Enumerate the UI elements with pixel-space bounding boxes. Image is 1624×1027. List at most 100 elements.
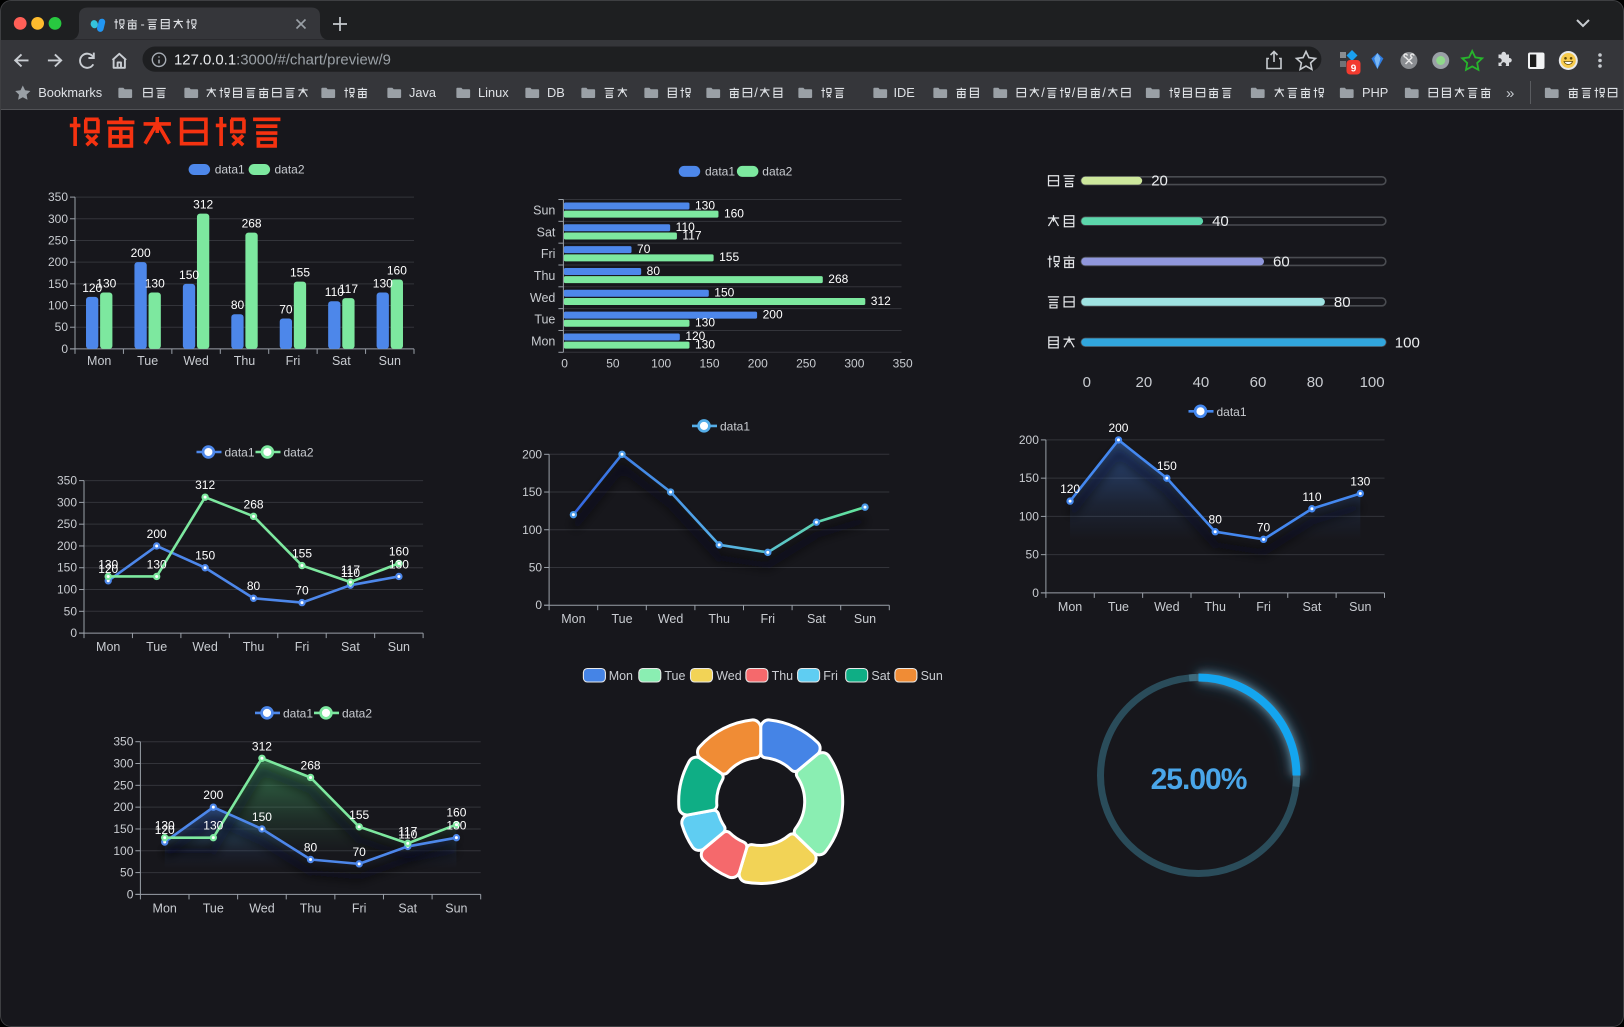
svg-text:Fri: Fri <box>823 669 838 683</box>
svg-text:Linux: Linux <box>478 85 509 100</box>
svg-text:Sat: Sat <box>537 225 556 239</box>
svg-text:/: / <box>754 85 758 100</box>
svg-text:Fri: Fri <box>541 247 556 261</box>
svg-text:/: / <box>1072 85 1076 100</box>
svg-text:Tue: Tue <box>1108 600 1129 614</box>
svg-text:0: 0 <box>1083 374 1091 391</box>
svg-text:Sat: Sat <box>807 612 826 626</box>
svg-text:70: 70 <box>279 303 293 317</box>
svg-text:IDE: IDE <box>894 85 915 100</box>
svg-text:130: 130 <box>695 198 715 212</box>
svg-text:120: 120 <box>98 562 118 576</box>
svg-text:Thu: Thu <box>708 612 730 626</box>
svg-text:data1: data1 <box>1217 405 1247 419</box>
svg-text:130: 130 <box>155 819 175 833</box>
svg-text:130: 130 <box>98 557 118 571</box>
svg-text:0: 0 <box>61 342 68 356</box>
svg-text:Thu: Thu <box>243 640 265 654</box>
svg-text:40: 40 <box>1193 374 1210 391</box>
svg-text:50: 50 <box>606 357 620 371</box>
svg-text:150: 150 <box>252 810 272 824</box>
svg-text:Tue: Tue <box>146 640 167 654</box>
svg-text:Thu: Thu <box>234 354 256 368</box>
svg-text:Mon: Mon <box>153 902 177 916</box>
svg-text:100: 100 <box>1019 509 1039 523</box>
svg-text:300: 300 <box>57 495 77 509</box>
svg-text:117: 117 <box>682 228 701 242</box>
svg-text:Wed: Wed <box>1154 600 1180 614</box>
svg-text:150: 150 <box>113 822 133 836</box>
svg-text:70: 70 <box>1257 520 1271 534</box>
svg-text:Mon: Mon <box>1058 600 1082 614</box>
svg-text:150: 150 <box>699 357 719 371</box>
svg-text:Mon: Mon <box>87 354 111 368</box>
svg-text:Tue: Tue <box>137 354 158 368</box>
svg-text:120: 120 <box>82 281 102 295</box>
svg-text:350: 350 <box>57 474 77 488</box>
svg-text:60: 60 <box>1273 254 1290 271</box>
svg-text:250: 250 <box>113 778 133 792</box>
svg-text:110: 110 <box>398 827 417 841</box>
svg-text:110: 110 <box>325 285 344 299</box>
svg-text:200: 200 <box>748 357 768 371</box>
svg-text:150: 150 <box>179 268 199 282</box>
svg-text:Wed: Wed <box>192 640 218 654</box>
svg-text:80: 80 <box>1209 513 1223 527</box>
svg-text:50: 50 <box>64 604 78 618</box>
svg-text:Tue: Tue <box>611 612 632 626</box>
svg-text:250: 250 <box>48 233 68 247</box>
svg-text:130: 130 <box>1350 474 1370 488</box>
svg-text:data2: data2 <box>762 164 792 178</box>
svg-text:120: 120 <box>1060 482 1080 496</box>
svg-text:50: 50 <box>1026 548 1040 562</box>
svg-text:200: 200 <box>131 246 151 260</box>
svg-text:Sun: Sun <box>533 204 555 218</box>
svg-text:Sun: Sun <box>1349 600 1371 614</box>
svg-text:Mon: Mon <box>561 612 585 626</box>
svg-text:350: 350 <box>48 190 68 204</box>
svg-text:data2: data2 <box>275 163 305 177</box>
svg-text:0: 0 <box>561 357 568 371</box>
svg-text:150: 150 <box>1157 459 1177 473</box>
svg-text:80: 80 <box>231 298 245 312</box>
svg-text:200: 200 <box>113 800 133 814</box>
svg-text:Wed: Wed <box>658 612 684 626</box>
svg-text:312: 312 <box>871 294 891 308</box>
svg-text:200: 200 <box>147 527 167 541</box>
svg-text:127.0.0.1:3000/#/chart/preview: 127.0.0.1:3000/#/chart/preview/9 <box>174 53 391 69</box>
svg-text:300: 300 <box>844 357 864 371</box>
svg-text:80: 80 <box>247 579 261 593</box>
svg-text:150: 150 <box>57 561 77 575</box>
svg-text:130: 130 <box>96 277 116 291</box>
svg-text:268: 268 <box>242 217 262 231</box>
svg-text:200: 200 <box>1019 433 1039 447</box>
svg-text:Mon: Mon <box>609 669 633 683</box>
svg-text:Thu: Thu <box>772 669 794 683</box>
svg-text:data1: data1 <box>283 706 313 720</box>
svg-text:117: 117 <box>398 824 417 838</box>
svg-text:50: 50 <box>120 866 134 880</box>
svg-text:120: 120 <box>155 823 175 837</box>
svg-text:PHP: PHP <box>1362 85 1388 100</box>
svg-text:data1: data1 <box>720 419 750 433</box>
svg-text:»: » <box>1506 85 1514 102</box>
svg-text:Sun: Sun <box>379 354 401 368</box>
svg-text:200: 200 <box>1108 421 1128 435</box>
svg-text:100: 100 <box>522 523 542 537</box>
svg-text:80: 80 <box>304 841 318 855</box>
svg-text:130: 130 <box>203 819 223 833</box>
svg-text:70: 70 <box>295 584 309 598</box>
svg-text:Thu: Thu <box>300 902 322 916</box>
svg-text:Fri: Fri <box>1256 600 1271 614</box>
svg-text:100: 100 <box>651 357 671 371</box>
svg-text:Wed: Wed <box>249 902 275 916</box>
svg-text:160: 160 <box>724 206 744 220</box>
svg-text:130: 130 <box>373 277 393 291</box>
svg-text:Thu: Thu <box>1204 600 1226 614</box>
svg-text:268: 268 <box>244 497 264 511</box>
svg-text:Sat: Sat <box>332 354 351 368</box>
svg-text:200: 200 <box>763 307 783 321</box>
svg-text:150: 150 <box>1019 471 1039 485</box>
svg-text:data1: data1 <box>705 164 735 178</box>
svg-text:Mon: Mon <box>531 335 555 349</box>
